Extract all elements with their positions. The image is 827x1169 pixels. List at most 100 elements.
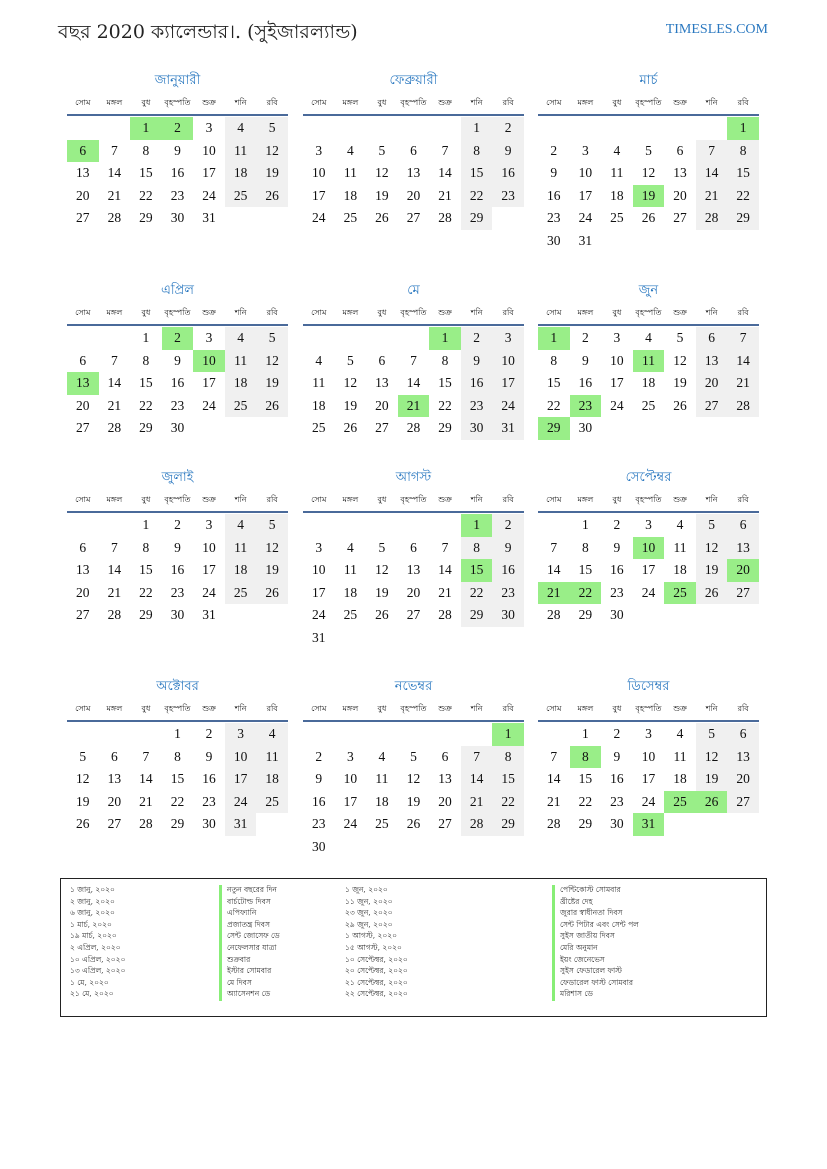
day-cell[interactable]: 21 [460,790,493,813]
day-cell[interactable]: 24 [202,584,216,600]
day-cell[interactable]: 7 [110,539,118,555]
day-cell[interactable]: 2 [613,726,621,741]
day-cell[interactable]: 21 [107,397,122,413]
day-cell[interactable]: 4 [224,327,257,350]
day-cell[interactable]: 25 [224,581,257,604]
day-cell[interactable]: 19 [256,559,288,582]
day-cell[interactable]: 23 [610,584,624,600]
day-cell[interactable]: 11 [673,748,687,764]
day-cell[interactable]: 30 [578,420,593,435]
day-cell[interactable]: 23 [312,816,326,831]
day-cell[interactable]: 26 [256,184,288,207]
day-cell[interactable]: 10 [632,536,665,559]
day-cell[interactable]: 20 [727,768,759,791]
day-cell[interactable]: 1 [174,726,181,741]
day-cell[interactable]: 22 [547,397,561,413]
day-cell[interactable]: 1 [492,723,524,746]
day-cell[interactable]: 19 [695,768,728,791]
day-cell[interactable]: 18 [312,397,326,413]
day-cell[interactable]: 25 [610,210,624,225]
day-cell[interactable]: 8 [727,139,759,162]
day-cell[interactable]: 17 [343,793,358,809]
day-cell[interactable]: 27 [107,816,122,831]
day-cell[interactable]: 22 [139,187,153,203]
day-cell[interactable]: 25 [664,581,696,604]
day-cell[interactable]: 25 [224,394,257,417]
day-cell[interactable]: 15 [460,162,493,185]
day-cell[interactable]: 5 [645,142,652,158]
day-cell[interactable]: 13 [727,536,759,559]
day-cell[interactable]: 8 [142,352,150,368]
day-cell[interactable]: 11 [343,562,357,577]
day-cell[interactable]: 13 [375,375,389,390]
day-cell[interactable]: 18 [224,559,257,582]
day-cell[interactable]: 5 [256,117,288,140]
day-cell[interactable]: 14 [107,165,122,180]
day-cell[interactable]: 13 [406,562,421,577]
day-cell[interactable]: 16 [312,793,326,809]
day-cell[interactable]: 22 [438,397,452,413]
day-cell[interactable]: 20 [76,397,90,413]
day-cell[interactable]: 22 [170,793,185,809]
day-cell[interactable]: 9 [205,748,213,764]
day-cell[interactable]: 8 [460,536,493,559]
day-cell[interactable]: 7 [695,139,728,162]
day-cell[interactable]: 13 [695,349,728,372]
day-cell[interactable]: 24 [343,816,358,831]
day-cell[interactable]: 23 [170,584,185,600]
day-cell[interactable]: 25 [641,397,656,413]
day-cell[interactable]: 29 [460,604,493,627]
day-cell[interactable]: 2 [492,117,524,140]
day-cell[interactable]: 11 [224,349,257,372]
day-cell[interactable]: 2 [581,330,589,345]
day-cell[interactable]: 24 [641,584,656,600]
day-cell[interactable]: 23 [610,793,624,809]
day-cell[interactable]: 16 [202,771,216,786]
day-cell[interactable]: 31 [224,813,257,836]
day-cell[interactable]: 16 [492,559,524,582]
day-cell[interactable]: 10 [492,349,524,372]
day-cell[interactable]: 7 [441,539,449,555]
day-cell[interactable]: 6 [79,352,87,368]
day-cell[interactable]: 3 [645,726,652,741]
day-cell[interactable]: 7 [550,539,558,555]
day-cell[interactable]: 4 [645,330,652,345]
day-cell[interactable]: 10 [202,539,216,555]
day-cell[interactable]: 1 [142,330,150,345]
day-cell[interactable]: 11 [224,139,257,162]
day-cell[interactable]: 3 [205,517,213,532]
day-cell[interactable]: 24 [224,790,257,813]
day-cell[interactable]: 4 [613,142,621,158]
day-cell[interactable]: 2 [161,117,194,140]
day-cell[interactable]: 30 [312,838,326,854]
day-cell[interactable]: 2 [460,327,493,350]
day-cell[interactable]: 27 [438,816,452,831]
day-cell[interactable]: 4 [346,539,354,555]
day-cell[interactable]: 6 [727,514,759,537]
day-cell[interactable]: 10 [343,771,358,786]
day-cell[interactable]: 22 [569,581,602,604]
day-cell[interactable]: 19 [375,584,389,600]
day-cell[interactable]: 13 [438,771,452,786]
day-cell[interactable]: 7 [410,352,417,368]
day-cell[interactable]: 4 [315,352,323,368]
day-cell[interactable]: 28 [695,207,728,230]
day-cell[interactable]: 10 [312,165,326,180]
day-cell[interactable]: 10 [578,165,593,180]
day-cell[interactable]: 2 [315,748,323,764]
day-cell[interactable]: 12 [695,745,728,768]
day-cell[interactable]: 6 [695,327,728,350]
day-cell[interactable]: 9 [174,142,181,158]
day-cell[interactable]: 17 [312,584,326,600]
day-cell[interactable]: 5 [378,539,386,555]
day-cell[interactable]: 25 [224,184,257,207]
day-cell[interactable]: 19 [375,187,389,203]
day-cell[interactable]: 21 [107,584,122,600]
day-cell[interactable]: 27 [76,607,90,622]
day-cell[interactable]: 28 [107,420,122,435]
day-cell[interactable]: 8 [492,745,524,768]
day-cell[interactable]: 19 [256,162,288,185]
day-cell[interactable]: 20 [406,187,421,203]
day-cell[interactable]: 29 [578,816,593,831]
day-cell[interactable]: 18 [224,162,257,185]
